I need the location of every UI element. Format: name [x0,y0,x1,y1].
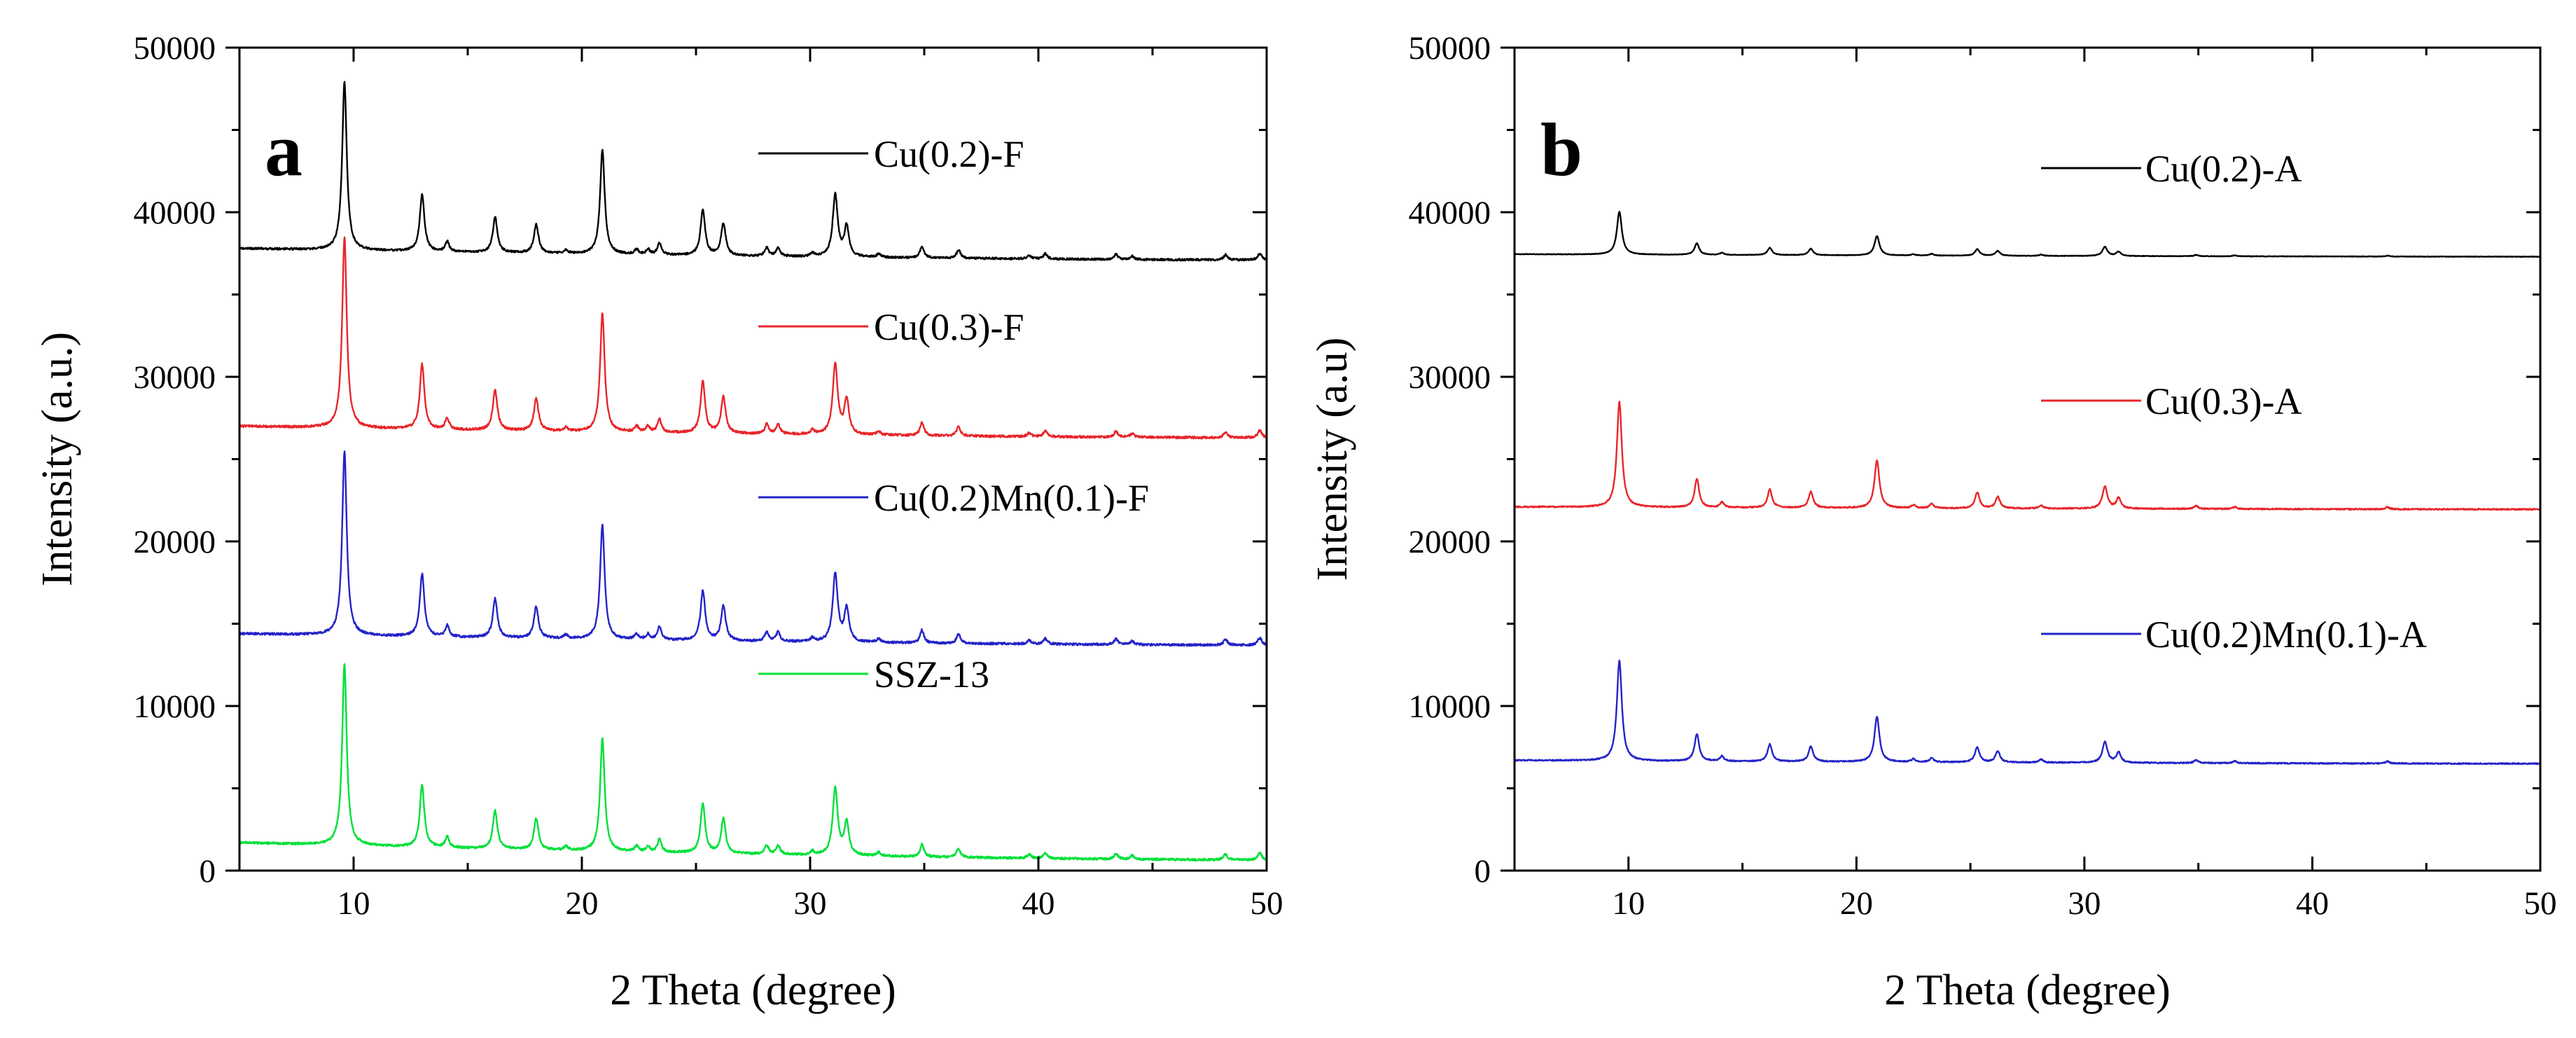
x-axis-title: 2 Theta (degree) [1884,967,2171,1014]
y-axis-title: Intensity (a.u) [1309,338,1356,581]
y-tick-label: 0 [200,853,216,890]
legend-label: Cu(0.3)-F [874,306,1024,348]
x-tick-label: 40 [2296,885,2329,922]
plot-frame [238,46,1268,872]
y-tick-label: 30000 [1409,359,1491,396]
y-tick-label: 20000 [1409,524,1491,560]
x-tick-label: 20 [1840,885,1873,922]
series-line-cu-0-2-mn-0-1-a [1514,659,2542,766]
x-axis-title: 2 Theta (degree) [610,967,896,1014]
y-tick-label: 10000 [1409,688,1491,725]
series-line-cu-0-2-f [238,81,1268,262]
panel-a: 10 20 30 40 50 0 10000 20000 30000 40000 50000 2 Th… [34,30,1283,1014]
legend-label: Cu(0.3)-A [2145,380,2302,422]
x-tick-label: 40 [1022,885,1055,922]
y-tick-label: 50000 [134,30,216,67]
series-line-cu-0-2-a [1514,211,2541,258]
y-tick-label: 50000 [1409,30,1491,67]
series-line-cu-0-2-mn-0-1-f [238,450,1268,647]
y-tick-label: 20000 [134,524,216,560]
x-tick-label: 50 [2524,885,2557,922]
y-tick-label: 40000 [1409,195,1491,231]
x-tick-label: 10 [337,885,370,922]
legend-label: Cu(0.2)-A [2145,148,2302,190]
y-tick-label: 40000 [134,195,216,231]
legend-label: SSZ-13 [874,653,989,696]
legend-label: Cu(0.2)Mn(0.1)-A [2145,614,2427,656]
x-tick-label: 20 [566,885,599,922]
x-tick-label: 30 [2068,885,2101,922]
y-tick-label: 10000 [134,688,216,725]
plot-frame [1513,46,2542,872]
x-tick-label: 10 [1612,885,1645,922]
x-tick-label: 50 [1251,885,1283,922]
series-line-ssz-13 [238,663,1268,861]
y-tick-label: 0 [1475,853,1491,890]
panel-letter: a [265,109,302,192]
y-tick-label: 30000 [134,359,216,396]
series-line-cu-0-3-f [238,236,1268,440]
legend-label: Cu(0.2)Mn(0.1)-F [874,477,1149,519]
legend-label: Cu(0.2)-F [874,133,1024,175]
series-line-cu-0-3-a [1514,401,2541,511]
y-axis-title: Intensity (a.u.) [34,332,81,586]
panel-letter: b [1540,109,1582,192]
x-tick-label: 30 [794,885,827,922]
panel-b: 10 20 30 40 50 0 10000 20000 30000 40000 50000 2 Th… [1309,30,2557,1014]
